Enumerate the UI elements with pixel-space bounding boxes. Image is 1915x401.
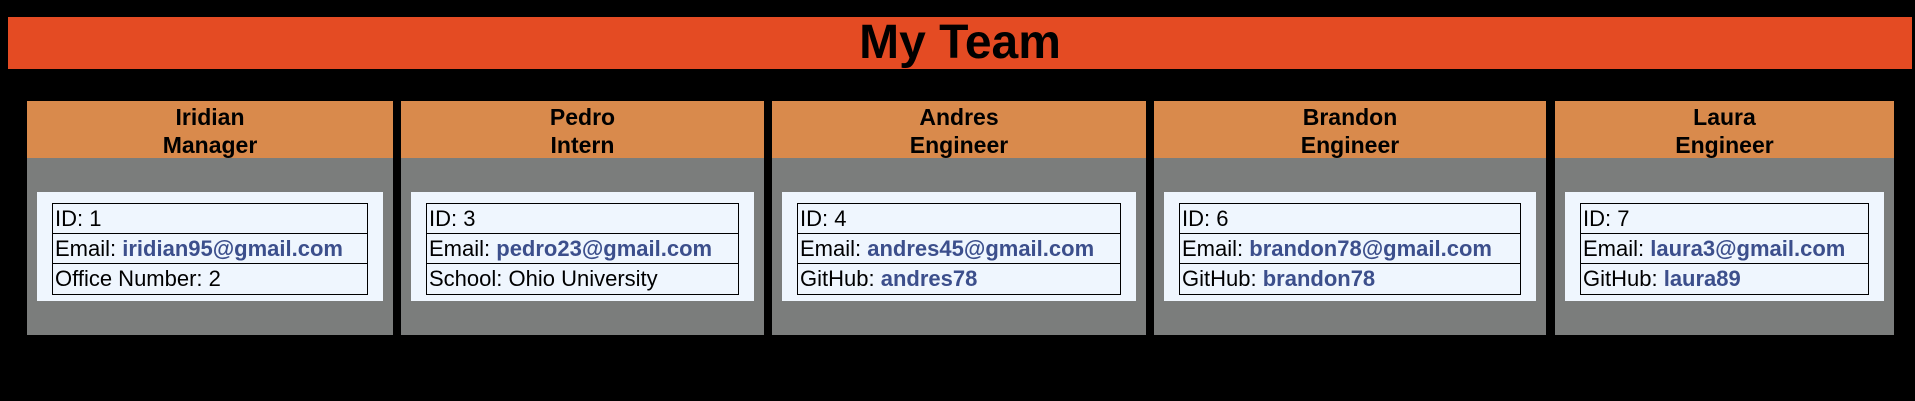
card-body: ID: 6 Email: brandon78@gmail.com GitHub:… (1164, 192, 1536, 301)
employee-role: Engineer (1675, 132, 1774, 158)
employee-role: Manager (162, 132, 258, 158)
email-label: Email: (800, 236, 868, 261)
employee-card-andres: Andres Engineer ID: 4 Email: andres45@gm… (772, 101, 1146, 335)
info-row-id: ID: 7 (1581, 204, 1868, 234)
card-header: Pedro Intern (401, 101, 764, 158)
id-label: ID: (1182, 206, 1217, 231)
office-number-value: 2 (208, 266, 221, 291)
info-row-github: GitHub: andres78 (798, 264, 1120, 294)
card-header: Andres Engineer (772, 101, 1146, 158)
email-link[interactable]: brandon78@gmail.com (1249, 236, 1492, 261)
email-link[interactable]: laura3@gmail.com (1650, 236, 1846, 261)
page-title: My Team (859, 16, 1061, 69)
email-link[interactable]: iridian95@gmail.com (122, 236, 343, 261)
id-value: 3 (463, 206, 476, 231)
employee-card-laura: Laura Engineer ID: 7 Email: laura3@gmail… (1555, 101, 1894, 335)
card-header: Laura Engineer (1555, 101, 1894, 158)
info-row-id: ID: 3 (427, 204, 738, 234)
info-row-github: GitHub: brandon78 (1180, 264, 1520, 294)
email-label: Email: (429, 236, 497, 261)
github-link[interactable]: andres78 (880, 266, 978, 291)
info-list: ID: 7 Email: laura3@gmail.com GitHub: la… (1580, 203, 1869, 295)
employee-role: Engineer (909, 132, 1009, 158)
id-label: ID: (55, 206, 90, 231)
id-value: 6 (1216, 206, 1229, 231)
github-label: GitHub: (800, 266, 881, 291)
info-row-email: Email: iridian95@gmail.com (53, 234, 367, 264)
email-label: Email: (1583, 236, 1651, 261)
id-label: ID: (800, 206, 835, 231)
info-row-github: GitHub: laura89 (1581, 264, 1868, 294)
employee-card-pedro: Pedro Intern ID: 3 Email: pedro23@gmail.… (401, 101, 764, 335)
employee-role: Engineer (1300, 132, 1400, 158)
school-label: School: (429, 266, 509, 291)
info-row-id: ID: 4 (798, 204, 1120, 234)
employee-name: Andres (919, 104, 999, 130)
info-row-email: Email: andres45@gmail.com (798, 234, 1120, 264)
github-link[interactable]: brandon78 (1262, 266, 1376, 291)
email-label: Email: (1182, 236, 1250, 261)
card-body: ID: 7 Email: laura3@gmail.com GitHub: la… (1565, 192, 1884, 301)
info-row-email: Email: pedro23@gmail.com (427, 234, 738, 264)
card-header: Iridian Manager (27, 101, 393, 158)
id-label: ID: (1583, 206, 1618, 231)
email-link[interactable]: pedro23@gmail.com (496, 236, 713, 261)
info-row-id: ID: 1 (53, 204, 367, 234)
info-list: ID: 6 Email: brandon78@gmail.com GitHub:… (1179, 203, 1521, 295)
info-list: ID: 4 Email: andres45@gmail.com GitHub: … (797, 203, 1121, 295)
school-value: Ohio University (508, 266, 658, 291)
id-value: 4 (834, 206, 847, 231)
github-label: GitHub: (1583, 266, 1664, 291)
employee-name: Pedro (549, 104, 616, 130)
office-number-label: Office Number: (55, 266, 209, 291)
employee-name: Laura (1693, 104, 1756, 130)
page-banner: My Team (8, 17, 1912, 69)
id-value: 1 (89, 206, 102, 231)
card-body: ID: 4 Email: andres45@gmail.com GitHub: … (782, 192, 1136, 301)
card-body: ID: 1 Email: iridian95@gmail.com Office … (37, 192, 383, 301)
github-link[interactable]: laura89 (1663, 266, 1741, 291)
info-row-email: Email: brandon78@gmail.com (1180, 234, 1520, 264)
card-header: Brandon Engineer (1154, 101, 1546, 158)
email-link[interactable]: andres45@gmail.com (867, 236, 1095, 261)
info-row-office: Office Number: 2 (53, 264, 367, 294)
info-row-school: School: Ohio University (427, 264, 738, 294)
info-row-email: Email: laura3@gmail.com (1581, 234, 1868, 264)
info-row-id: ID: 6 (1180, 204, 1520, 234)
employee-name: Brandon (1302, 104, 1398, 130)
id-label: ID: (429, 206, 464, 231)
employee-card-brandon: Brandon Engineer ID: 6 Email: brandon78@… (1154, 101, 1546, 335)
github-label: GitHub: (1182, 266, 1263, 291)
info-list: ID: 1 Email: iridian95@gmail.com Office … (52, 203, 368, 295)
info-list: ID: 3 Email: pedro23@gmail.com School: O… (426, 203, 739, 295)
employee-role: Intern (550, 132, 615, 158)
email-label: Email: (55, 236, 123, 261)
id-value: 7 (1617, 206, 1630, 231)
employee-name: Iridian (175, 104, 245, 130)
employee-card-iridian: Iridian Manager ID: 1 Email: iridian95@g… (27, 101, 393, 335)
card-body: ID: 3 Email: pedro23@gmail.com School: O… (411, 192, 754, 301)
